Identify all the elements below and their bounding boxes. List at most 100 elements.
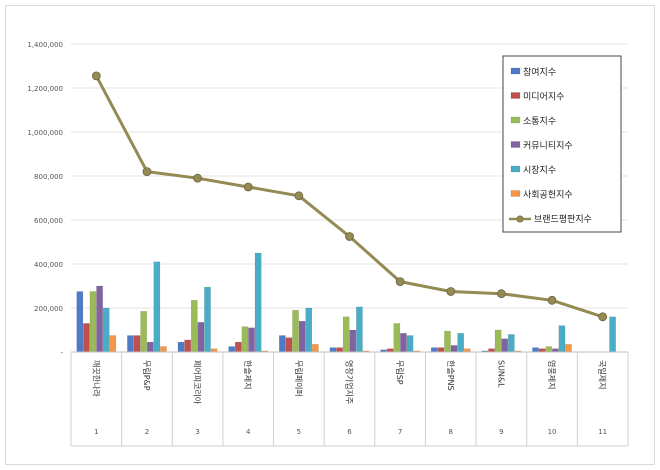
category-index-label: 3 (195, 428, 199, 436)
bar (457, 333, 464, 353)
category-label: 한솔PNS (446, 360, 455, 391)
y-tick-label: 1,000,000 (27, 129, 63, 137)
y-tick-label: 1,400,000 (27, 41, 63, 49)
line-point (446, 287, 456, 296)
bar (279, 335, 286, 353)
category-index-label: 7 (398, 428, 402, 436)
legend-label: 시장지수 (523, 165, 556, 176)
bar (184, 339, 191, 353)
category-index-label: 10 (548, 428, 557, 436)
bar (292, 310, 299, 353)
line-point (395, 277, 405, 287)
line-point (598, 312, 608, 322)
legend-swatch (510, 92, 521, 99)
bar (109, 335, 117, 353)
category-label: 영풍제지 (547, 360, 557, 389)
bar (204, 286, 211, 353)
category-label: 무림SP (395, 360, 405, 385)
bar (102, 307, 110, 353)
bar (298, 321, 306, 353)
category-label: SUN&L (496, 360, 505, 388)
bar (312, 344, 319, 353)
legend-label: 미디어지수 (523, 92, 564, 103)
line-point (497, 289, 506, 299)
legend-swatch (510, 141, 521, 148)
bar (393, 323, 401, 353)
legend-swatch (510, 116, 521, 124)
category-index-label: 2 (145, 428, 149, 436)
bar (127, 335, 134, 353)
bar (190, 300, 198, 353)
legend-label: 커뮤니티지수 (523, 141, 573, 152)
bar (285, 337, 293, 353)
bar (406, 335, 414, 353)
line-point (142, 167, 152, 177)
bar (437, 347, 445, 353)
bar (494, 329, 502, 353)
bar (444, 330, 451, 353)
y-tick-label: 400,000 (34, 261, 63, 269)
y-tick-label: 1,200,000 (27, 85, 63, 93)
y-axis: - 200,000 400,000 600,000 800,000 1,000,000 1,… (27, 41, 63, 357)
category-index-label: 8 (449, 428, 453, 436)
line-point (193, 173, 202, 183)
legend-label: 참여지수 (523, 66, 556, 78)
bar (235, 341, 242, 353)
bar (248, 327, 255, 353)
legend-swatch (510, 67, 521, 75)
y-tick-label: 200,000 (34, 305, 63, 313)
chart-frame: - 200,000 400,000 600,000 800,000 1,000,000 1,… (5, 5, 655, 465)
bar (532, 347, 539, 353)
bar-series (76, 252, 616, 353)
bar (177, 341, 185, 353)
bar (228, 346, 236, 353)
gridlines (71, 43, 628, 353)
bar (565, 344, 572, 353)
category-index-label: 6 (347, 428, 352, 436)
bar (89, 291, 97, 353)
category-label: 무림P&P (142, 360, 152, 391)
bar (140, 311, 147, 353)
bar (558, 325, 566, 353)
category-label: 국일제지 (598, 360, 607, 389)
legend-swatch (510, 190, 521, 197)
bar (133, 335, 141, 353)
bar (254, 252, 262, 353)
bar (305, 307, 313, 353)
line-point (547, 295, 557, 305)
bar (450, 345, 458, 353)
bar (400, 333, 407, 353)
category-label: 영창기업지주 (345, 360, 355, 404)
legend-box (502, 55, 622, 233)
line-series (91, 71, 608, 322)
bar (508, 334, 515, 353)
bar (501, 338, 509, 353)
legend-swatch (510, 165, 521, 173)
bar (430, 347, 438, 353)
category-label: 페어피코리아 (193, 360, 203, 405)
category-label: 무림페이퍼 (294, 360, 304, 397)
line-point (294, 191, 304, 201)
legend-label: 소통지수 (523, 116, 556, 127)
category-index-label: 4 (246, 428, 251, 436)
bar (336, 347, 343, 353)
bar (160, 346, 167, 353)
y-tick-label: 800,000 (34, 173, 63, 181)
x-axis: 깨끗한나라 1 무림P&P 2 페어피코리아 3 한솔제지 4 무림페이퍼 5 영창기업지주 6 무림S… (70, 351, 629, 447)
category-index-label: 9 (499, 428, 503, 436)
bar (545, 346, 553, 353)
bar (241, 326, 249, 353)
bar (349, 329, 357, 353)
bar (329, 347, 337, 353)
bar (356, 306, 363, 353)
bar (197, 322, 205, 353)
legend-label: 사회공헌지수 (523, 190, 573, 201)
y-tick-label: 600,000 (34, 217, 63, 225)
category-label: 한솔제지 (243, 360, 252, 389)
y-tick-label: - (60, 349, 63, 357)
bar (342, 316, 350, 353)
bar (96, 285, 103, 353)
bar (76, 291, 84, 353)
category-index-label: 11 (598, 428, 607, 436)
brand-reputation-chart: - 200,000 400,000 600,000 800,000 1,000,000 1,… (27, 41, 629, 447)
